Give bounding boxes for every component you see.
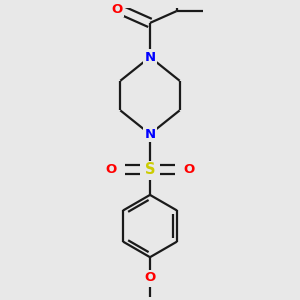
- Text: N: N: [144, 128, 156, 141]
- Text: O: O: [112, 3, 123, 16]
- Text: O: O: [183, 163, 194, 176]
- Text: N: N: [144, 50, 156, 64]
- Text: S: S: [145, 162, 155, 177]
- Text: O: O: [144, 272, 156, 284]
- Text: O: O: [106, 163, 117, 176]
